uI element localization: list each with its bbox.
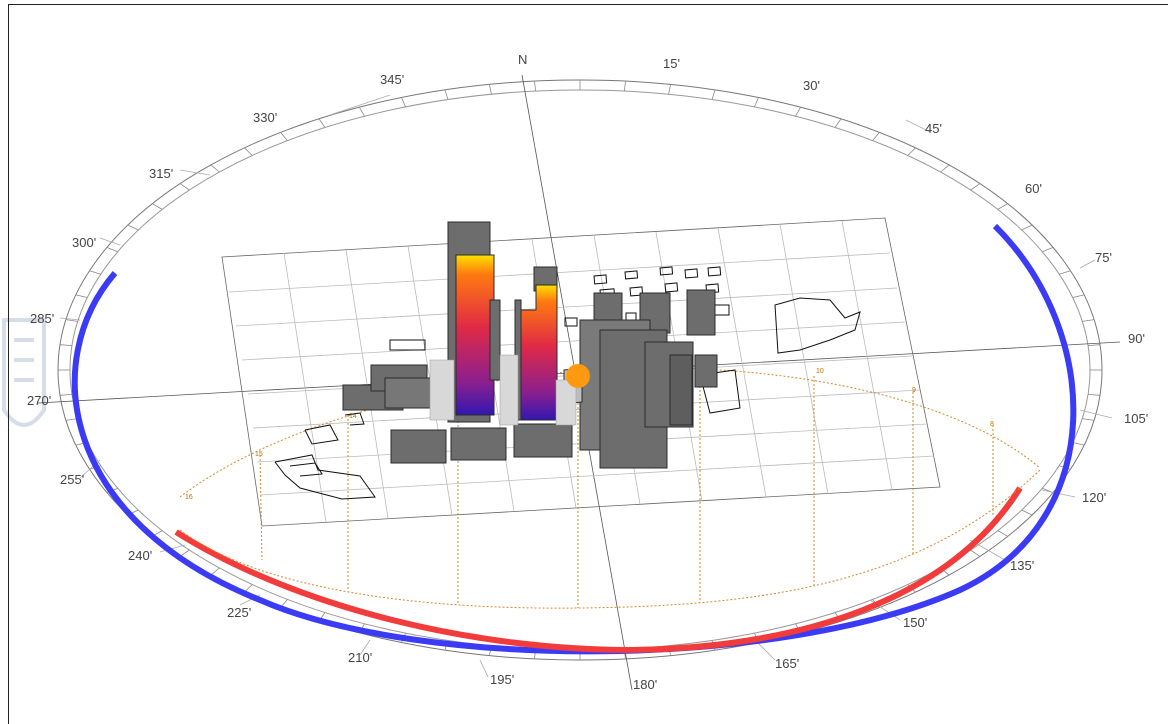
compass-label: 150' [903,615,927,630]
sun-marker [566,364,590,388]
compass-tick [489,84,492,95]
compass-label: 105' [1124,411,1148,426]
context-buildings [342,289,718,469]
hour-label: 16 [185,494,193,501]
compass-label: 210' [348,650,372,665]
compass-tick [997,530,1008,537]
compass-tick [1042,247,1054,253]
compass-tick [210,567,220,576]
compass-label: 60' [1025,181,1042,196]
compass-label: 225' [227,605,251,620]
hour-label: 9 [912,387,916,394]
hour-label: 14 [349,413,357,420]
compass-label: 345' [380,72,404,87]
compass-tick [318,118,326,128]
compass-label: 315' [149,166,173,181]
compass-tick [834,118,842,128]
hour-label: 8 [990,421,994,428]
compass-label: 15' [663,56,680,71]
compass-tick [970,183,981,191]
winter-solstice-arc [71,223,1077,655]
compass-label-north: N [518,52,527,67]
compass-label: 90' [1128,331,1145,346]
compass-tick [65,319,78,322]
compass-tick [59,394,72,396]
summer-solstice-arc [174,486,1023,654]
compass-tick [997,203,1008,210]
analysis-tower-b [514,266,558,421]
compass-tick [624,81,626,92]
compass-tick [1082,418,1095,421]
compass-label: 30' [803,78,820,93]
compass-tick [1059,270,1071,275]
compass-tick [1072,294,1085,298]
compass-tick [401,97,406,108]
compass-tick [280,132,288,141]
compass-tick [940,164,950,173]
compass-label: 120' [1082,490,1106,505]
compass-tick [179,549,190,557]
compass-tick [89,270,101,275]
3d-viewport[interactable] [8,4,1168,724]
compass-label: 135' [1010,558,1034,573]
hour-label: 10 [816,368,824,375]
compass-label: 240' [128,548,152,563]
compass-label: 195' [490,672,514,687]
compass-tick [1082,319,1095,322]
compass-tick [872,132,880,141]
compass-tick [1088,344,1101,346]
compass-tick [106,247,118,253]
compass-tick [907,147,916,156]
compass-label: 270' [27,393,51,408]
compass-labels: N 15' 30' 45' 60' 75' 90' 105' 120' 135'… [27,52,1148,692]
site-detail [429,354,577,426]
compass-tick [1021,224,1033,231]
compass-tick [244,147,253,156]
compass-tick [754,97,759,108]
compass-tick [970,549,981,557]
building-footprints [274,266,861,500]
compass-tick [179,183,190,191]
compass-tick [210,164,220,173]
compass-tick [711,89,716,100]
analysis-tower-a [447,221,501,423]
compass-label: 45' [925,121,942,136]
compass-tick [75,294,88,298]
compass-tick [668,84,671,95]
hour-label: 15 [255,451,263,458]
compass-label: 285' [30,311,54,326]
compass-tick [359,107,365,117]
compass-tick [1021,509,1033,516]
compass-tick [1088,394,1101,396]
compass-tick [795,107,801,117]
compass-tick [59,344,72,346]
compass-label: 165' [775,656,799,671]
solstice-arcs [71,223,1077,655]
compass-label: 255' [60,472,84,487]
compass-label: 300' [72,235,96,250]
emblem-watermark [0,300,52,460]
compass-label: 180' [633,677,657,692]
compass-tick [1072,442,1085,446]
compass-label: 75' [1095,250,1112,265]
compass-tick [152,203,163,210]
compass-tick [444,89,449,100]
compass-tick [534,81,536,92]
compass-tick [127,224,139,231]
compass-label: 330' [253,110,277,125]
